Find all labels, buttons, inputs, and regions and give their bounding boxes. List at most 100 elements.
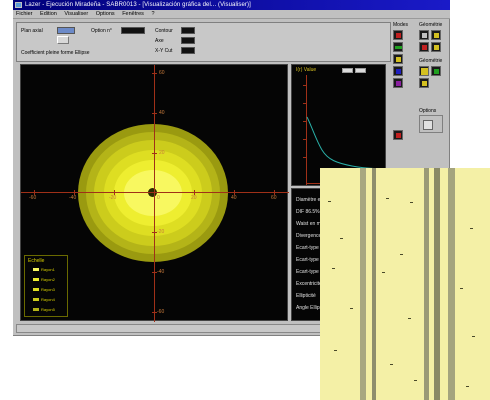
result-line: Excentricité: [296, 281, 322, 287]
x-tick: [234, 190, 235, 195]
menu-item-fichier[interactable]: Fichier: [16, 11, 33, 17]
y-tick: [152, 232, 157, 233]
y-tick-label: 20: [159, 150, 165, 156]
options-frame: [419, 115, 443, 133]
contour-value[interactable]: [181, 27, 195, 34]
mode-icon-2[interactable]: [393, 42, 403, 52]
title-bar: Lazer - Ejecución Miradeña - SABR0013 - …: [13, 0, 450, 10]
mode-icon-1[interactable]: [393, 30, 403, 40]
app-icon[interactable]: [15, 2, 22, 8]
geometry-icon-6[interactable]: [431, 66, 441, 76]
y-axis: [154, 65, 155, 322]
result-line: DIF 86.5%: [296, 209, 320, 215]
side-plot-button-2[interactable]: [355, 68, 366, 73]
speck: [386, 198, 389, 199]
side-y-tick: [303, 103, 306, 104]
x-tick-label: -20: [109, 195, 117, 201]
xy-cut-value[interactable]: [181, 47, 195, 54]
side-y-tick: [303, 85, 306, 86]
option-label: Option n°: [91, 28, 112, 34]
y-tick: [152, 272, 157, 273]
geometry-icon-4[interactable]: [431, 42, 441, 52]
axe-label: Axe: [155, 38, 164, 44]
speck: [334, 350, 337, 351]
stripe: [372, 168, 376, 400]
legend-title: Echelle: [28, 258, 45, 264]
ellipse-checkbox-label[interactable]: Coefficient pleine forme Ellipse: [21, 50, 90, 56]
x-tick-label: -40: [69, 195, 77, 201]
x-axis: [21, 192, 289, 193]
result-line: Ecart-type: [296, 245, 319, 251]
speck: [414, 380, 417, 381]
menu-item-edition[interactable]: Edition: [40, 11, 57, 17]
side-y-tick: [303, 139, 306, 140]
mode-icon-4[interactable]: [393, 66, 403, 76]
stripe: [360, 168, 366, 400]
menu-bar: Fichier Edition Visualiser Options Fenêt…: [13, 10, 450, 19]
geometry-icon-5[interactable]: [419, 66, 429, 76]
axe-value[interactable]: [181, 37, 195, 44]
stripe: [424, 168, 429, 400]
legend-item-label: Rayon2: [41, 277, 55, 282]
mode-icon-6[interactable]: [393, 130, 403, 140]
geometry-header: Géométrie: [419, 22, 443, 28]
y-tick-label: -60: [157, 309, 165, 315]
window-title: Lazer - Ejecución Miradeña - SABR0013 - …: [25, 2, 251, 8]
speck: [332, 268, 335, 269]
y-tick: [152, 153, 157, 154]
tool-panel: Modes Géométrie Géométrie Options: [393, 22, 449, 162]
beam-profile-plot[interactable]: -60 -40 -20 0 20 40 60 60 40 20 -20 -40 …: [20, 64, 289, 322]
y-tick-label: 60: [159, 70, 165, 76]
result-line: Angle Ellipse: [296, 305, 325, 311]
speck: [340, 238, 343, 239]
legend-swatch: [33, 298, 39, 301]
legend-item-label: Rayon4: [41, 297, 55, 302]
geometry-header-2: Géométrie: [419, 58, 443, 64]
x-tick-label: 0: [157, 195, 160, 201]
speck: [470, 228, 473, 229]
legend-item-label: Rayon3: [41, 287, 55, 292]
stripe: [434, 168, 440, 400]
menu-item-options[interactable]: Options: [95, 11, 115, 17]
y-tick-label: -20: [157, 229, 165, 235]
geometry-icon-2[interactable]: [431, 30, 441, 40]
zoom-detail-image: [320, 168, 490, 400]
menu-item-help[interactable]: ?: [151, 11, 155, 17]
menu-item-visualiser[interactable]: Visualiser: [64, 11, 89, 17]
speck: [472, 336, 475, 337]
geometry-icon-3[interactable]: [419, 42, 429, 52]
options-header: Options: [419, 108, 437, 114]
result-line: Ecart-type Y: [296, 269, 324, 275]
mode-icon-5[interactable]: [393, 78, 403, 88]
x-tick: [194, 190, 195, 195]
speck: [410, 202, 413, 203]
menu-item-fenetres[interactable]: Fenêtres: [122, 11, 144, 17]
plan-axial-select[interactable]: [57, 27, 75, 34]
y-tick-label: -40: [157, 269, 165, 275]
speck: [328, 201, 331, 202]
speck: [382, 272, 385, 273]
speck: [466, 386, 469, 387]
xy-cut-label: X-Y Cut: [155, 48, 173, 54]
geometry-icon-1[interactable]: [419, 30, 429, 40]
option-value[interactable]: [121, 27, 145, 34]
speck: [390, 364, 393, 365]
side-y-tick: [303, 121, 306, 122]
side-plot-button-1[interactable]: [342, 68, 353, 73]
legend-item-label: Rayon5: [41, 307, 55, 312]
mode-icon-3[interactable]: [393, 54, 403, 64]
x-tick: [274, 190, 275, 195]
plan-axial-button[interactable]: [57, 36, 69, 44]
contour-label: Contour: [155, 28, 173, 34]
x-tick-label: 60: [271, 195, 277, 201]
y-tick: [152, 113, 157, 114]
result-line: Divergence: [296, 233, 322, 239]
legend-swatch: [33, 288, 39, 291]
x-tick: [114, 190, 115, 195]
legend-swatch: [33, 278, 39, 281]
geometry-icon-7[interactable]: [419, 78, 429, 88]
speck: [408, 318, 411, 319]
options-button[interactable]: [423, 120, 433, 130]
y-tick: [152, 73, 157, 74]
result-line: Ecart-type X: [296, 257, 324, 263]
